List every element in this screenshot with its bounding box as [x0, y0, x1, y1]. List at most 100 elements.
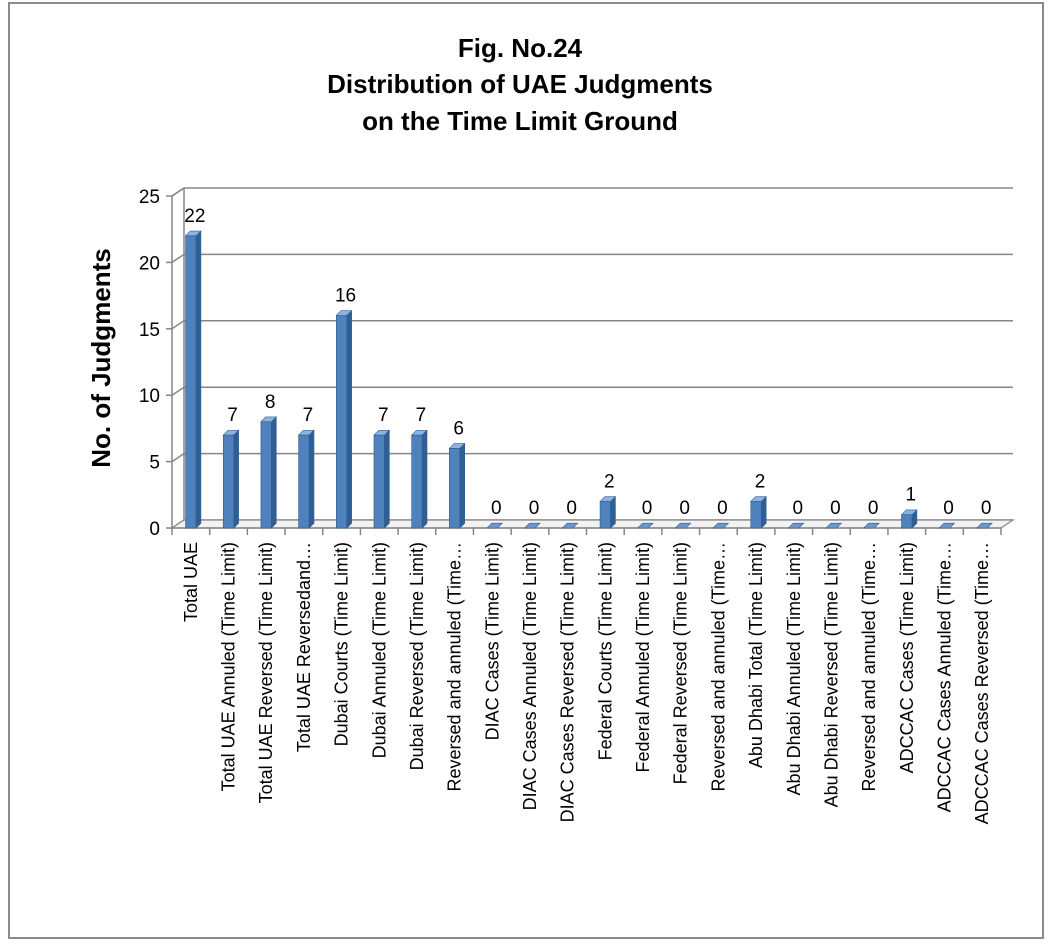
bar-side	[195, 230, 202, 529]
x-tick-label: DIAC Cases Annuled (Time Limit)	[520, 542, 540, 810]
bar	[900, 509, 918, 529]
bar-front	[901, 514, 913, 529]
x-tick-label: Abu Dhabi Annuled (Time Limit)	[784, 542, 804, 795]
bar-top	[976, 522, 993, 529]
bar	[523, 522, 541, 529]
data-label: 0	[868, 498, 879, 519]
data-label: 0	[679, 498, 690, 519]
bar-side	[233, 429, 239, 529]
gridline-side	[171, 253, 185, 264]
data-label: 7	[227, 405, 238, 426]
bar-top	[750, 496, 767, 502]
bar-top	[448, 443, 466, 449]
bar-top	[712, 522, 730, 529]
bar-top	[787, 522, 805, 529]
bar-front	[750, 501, 762, 529]
bar	[938, 522, 956, 529]
data-label: 0	[830, 498, 841, 519]
data-label: 7	[416, 405, 427, 426]
x-tick-label: Dubai Annuled (Time Limit)	[369, 542, 389, 758]
bar-top	[297, 429, 315, 436]
gridline-side	[171, 187, 185, 197]
bar-top	[222, 429, 240, 436]
x-tick-label: Abu Dhabi Reversed (Time Limit)	[821, 542, 841, 807]
bar-side	[761, 495, 767, 529]
x-tick-label: Total UAE Reversedand…	[294, 542, 314, 752]
bar-top	[561, 522, 579, 529]
data-label: 6	[453, 418, 464, 439]
bar	[486, 522, 504, 529]
data-label: 2	[755, 471, 766, 492]
bar-side	[459, 442, 465, 529]
chart-frame	[8, 2, 1044, 939]
bar	[184, 230, 202, 529]
data-label: 0	[491, 498, 502, 519]
bar	[976, 522, 993, 529]
data-label: 8	[265, 392, 276, 413]
bar-front	[260, 421, 272, 529]
bar-front	[335, 315, 348, 529]
bar	[863, 522, 880, 529]
chart-title-line-2: Distribution of UAE Judgments	[327, 69, 713, 99]
data-label: 1	[906, 485, 917, 506]
x-tick-label: Total UAE Annuled (Time Limit)	[219, 542, 239, 791]
floor	[170, 519, 1015, 529]
data-label: 7	[303, 405, 314, 426]
y-axis-label: No. of Judgments	[86, 248, 116, 468]
bar	[637, 522, 654, 529]
bar-top	[637, 522, 654, 529]
bar	[674, 522, 692, 529]
bar	[260, 416, 278, 529]
x-tick-label: DIAC Cases (Time Limit)	[482, 542, 502, 740]
gridline-side	[171, 386, 185, 396]
x-tick-label: Total UAE Reversed (Time Limit)	[256, 542, 276, 803]
bar-top	[373, 429, 391, 436]
data-label: 0	[943, 498, 954, 519]
data-label: 0	[529, 498, 540, 519]
bar	[335, 309, 353, 529]
bar	[712, 522, 730, 529]
bar-front	[411, 434, 423, 529]
data-label: 0	[566, 498, 577, 519]
bar-top	[674, 522, 692, 529]
bar-top	[900, 509, 918, 516]
bar-front	[185, 235, 197, 529]
chart-title-line-1: Fig. No.24	[458, 33, 583, 63]
bar	[410, 429, 428, 529]
bar-top	[599, 496, 617, 502]
bar	[297, 429, 315, 529]
bar-top	[825, 522, 843, 529]
bar	[373, 429, 391, 529]
y-tick-label: 25	[139, 187, 160, 208]
x-tick-label: Abu Dhabi Total (Time Limit)	[746, 542, 766, 768]
bar-side	[384, 429, 390, 529]
y-tick-label: 0	[149, 519, 160, 540]
bar	[787, 522, 805, 529]
gridline-side	[171, 452, 185, 463]
bar-top	[335, 310, 353, 316]
x-tick-label: Reversed and annuled (Time…	[708, 542, 728, 791]
y-tick-label: 15	[139, 320, 160, 341]
x-tick-label: Reversed and annuled (Time…	[445, 542, 465, 791]
bar-top	[184, 230, 202, 237]
bar-front	[449, 448, 461, 529]
bar-front	[298, 434, 310, 529]
bar-side	[308, 429, 315, 529]
bar-top	[486, 522, 504, 529]
bar-top	[863, 522, 880, 529]
x-tick-label: Reversed and annuled (Time…	[859, 542, 879, 791]
data-label: 0	[981, 498, 992, 519]
x-tick-label: Dubai Courts (Time Limit)	[332, 542, 352, 746]
bar-top	[523, 522, 541, 529]
x-tick-label: Federal Courts (Time Limit)	[595, 542, 615, 760]
data-label: 0	[642, 498, 653, 519]
bar-top	[938, 522, 956, 529]
data-label: 16	[335, 286, 356, 307]
x-tick-label: Federal Reversed (Time Limit)	[671, 542, 691, 784]
bar	[222, 429, 240, 529]
bar-top	[410, 429, 428, 436]
x-tick-label: Federal Annuled (Time Limit)	[633, 542, 653, 772]
data-label: 0	[717, 498, 728, 519]
